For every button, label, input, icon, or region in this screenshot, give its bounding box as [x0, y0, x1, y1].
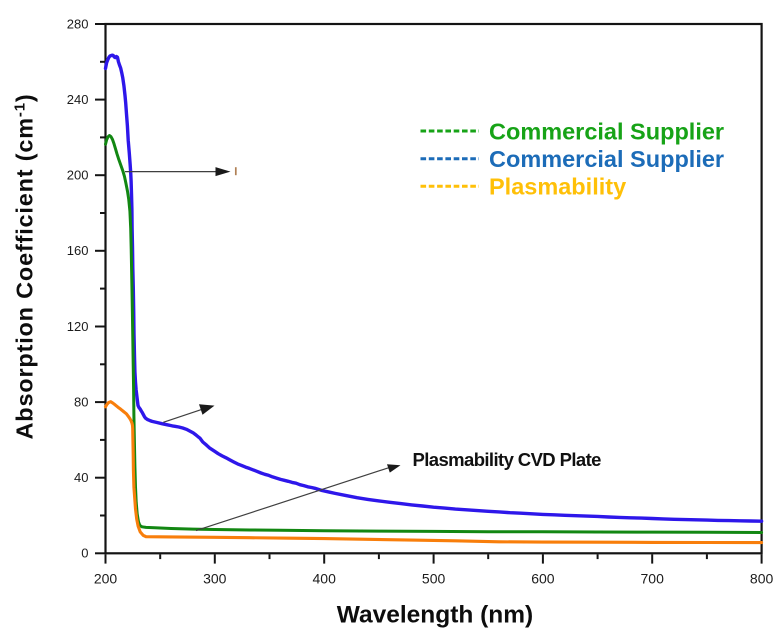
svg-text:Plasmability CVD Plate: Plasmability CVD Plate	[413, 449, 602, 470]
svg-text:800: 800	[750, 571, 774, 587]
svg-text:280: 280	[67, 16, 89, 31]
svg-text:Wavelength (nm): Wavelength (nm)	[337, 602, 533, 629]
svg-text:240: 240	[67, 92, 89, 107]
svg-text:120: 120	[67, 319, 89, 334]
svg-text:700: 700	[641, 571, 665, 587]
svg-text:Plasmability: Plasmability	[489, 174, 626, 200]
svg-text:300: 300	[203, 571, 227, 587]
svg-text:Commercial Supplier: Commercial Supplier	[489, 118, 724, 144]
svg-text:600: 600	[531, 571, 555, 587]
svg-text:400: 400	[313, 571, 337, 587]
svg-text:40: 40	[74, 470, 88, 485]
svg-text:0: 0	[81, 546, 88, 561]
svg-text:500: 500	[422, 571, 446, 587]
svg-text:80: 80	[74, 395, 88, 410]
svg-text:Absorption Coefficient (cm-1): Absorption Coefficient (cm-1)	[11, 94, 38, 440]
svg-text:200: 200	[94, 571, 118, 587]
svg-text:Commercial Supplier: Commercial Supplier	[489, 146, 724, 172]
svg-text:200: 200	[67, 168, 89, 183]
svg-text:160: 160	[67, 243, 89, 258]
